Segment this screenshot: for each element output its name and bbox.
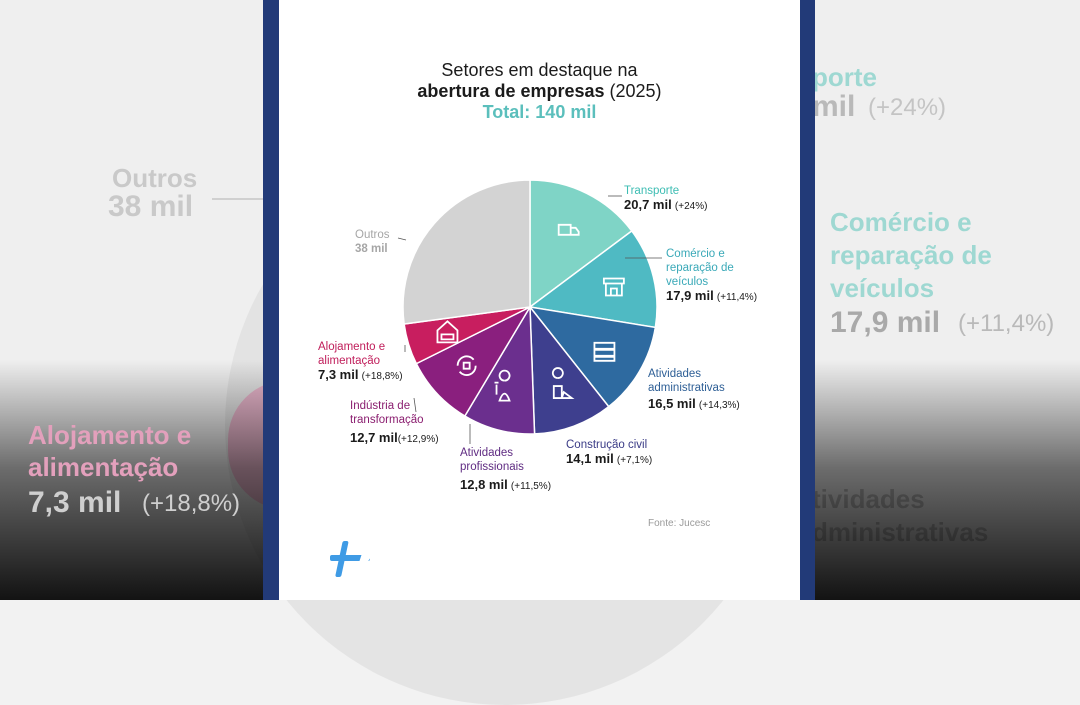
label-transporte-change: (+24%) (674, 201, 708, 212)
label-alojamento-change: (+18,8%) (361, 371, 403, 382)
leader-line-5 (397, 237, 407, 241)
label-profissionais-line1: Atividades (460, 447, 514, 459)
label-comercio-line1: Comércio e (666, 248, 725, 260)
label-alojamento-line1: Alojamento e (318, 341, 386, 353)
chart-total: Total: 140 mil (482, 102, 597, 122)
bg-alojamento-line1: Alojamento e (28, 420, 192, 450)
label-alojamento-value: 7,3 mil (318, 367, 359, 382)
label-profissionais: Atividades profissionais 12,8 mil (+11,5… (460, 446, 551, 494)
chart-title-bold: abertura de empresas (417, 81, 605, 101)
bg-comercio-value: 17,9 mil (830, 306, 941, 339)
label-construcao: Construção civil 14,1 mil (+7,1%) (566, 438, 652, 468)
chart-title-line1: Setores em destaque na (441, 60, 638, 80)
archive-icon (593, 341, 616, 362)
leader-line-3 (413, 397, 417, 413)
bg-transporte-value: mil (812, 90, 856, 123)
label-outros: Outros 38 mil (355, 228, 390, 256)
bg-transporte-name: porte (812, 62, 877, 92)
label-industria-line1: Indústria de (350, 400, 411, 412)
label-comercio: Comércio e reparação de veículos 17,9 mi… (666, 247, 757, 305)
chart-title-line2: abertura de empresas (2025) (279, 81, 800, 102)
bg-outros-value: 38 mil (108, 190, 194, 223)
chart-source: Fonte: Jucesc (648, 518, 711, 529)
label-industria-value: 12,7 mil (350, 430, 398, 445)
label-administrativas-line2: administrativas (648, 382, 725, 394)
bg-outros-name: Outros (112, 163, 198, 193)
label-profissionais-change: (+11,5%) (510, 481, 552, 492)
pie-chart (397, 179, 662, 444)
professional-icon (494, 369, 511, 402)
label-alojamento: Alojamento e alimentação 7,3 mil (+18,8%… (318, 340, 403, 384)
brand-name: Mais Notícias do Vale (477, 543, 732, 571)
label-comercio-line3: veículos (666, 276, 709, 288)
label-outros-value: 38 mil (355, 243, 388, 255)
label-comercio-value: 17,9 mil (666, 288, 714, 303)
bg-comercio-line1: Comércio e (830, 207, 972, 237)
label-outros-name: Outros (355, 229, 390, 241)
label-comercio-line2: reparação de (666, 262, 734, 274)
pie-slice-1 (528, 229, 658, 329)
label-construcao-name: Construção civil (566, 439, 648, 451)
bg-transporte-change: (+24%) (868, 94, 947, 121)
label-administrativas-line1: Atividades (648, 368, 702, 380)
label-profissionais-line2: profissionais (460, 461, 524, 473)
bg-comercio-change: (+11,4%) (958, 310, 1055, 337)
pie-slice-7 (402, 179, 531, 325)
bg-alojamento-change: (+18,8%) (142, 490, 241, 517)
label-construcao-value: 14,1 mil (566, 451, 614, 466)
pie-slice-3 (529, 304, 610, 435)
construction-worker-icon (551, 367, 575, 399)
bg-comercio-line2: reparação de (830, 240, 992, 270)
label-transporte-value: 20,7 mil (624, 197, 672, 212)
label-comercio-change: (+11,4%) (716, 292, 758, 303)
storefront-icon (602, 277, 625, 297)
bg-alojamento-value: 7,3 mil (28, 486, 122, 519)
truck-icon (557, 223, 580, 236)
pie-slice-2 (528, 305, 657, 408)
bg-outros-line (212, 198, 272, 200)
label-transporte: Transporte 20,7 mil (+24%) (624, 184, 707, 214)
label-transporte-name: Transporte (624, 185, 680, 197)
label-administrativas-change: (+14,3%) (698, 400, 740, 411)
label-administrativas: Atividades administrativas 16,5 mil (+14… (648, 367, 740, 413)
bg-alojamento-line2: alimentação (28, 452, 179, 482)
label-industria: Indústria de transformação 12,7 mil(+12,… (350, 399, 439, 447)
label-construcao-change: (+7,1%) (616, 455, 653, 466)
label-industria-change: (+12,9%) (397, 434, 439, 445)
label-alojamento-line2: alimentação (318, 355, 381, 367)
hotel-icon (436, 320, 459, 344)
pie-slice-0 (529, 179, 633, 309)
ndv-logo (330, 536, 457, 578)
chart-title-year: (2025) (604, 81, 662, 101)
recycle-icon (456, 355, 477, 376)
label-profissionais-value: 12,8 mil (460, 477, 508, 492)
bg-comercio-line3: veículos (830, 273, 935, 303)
label-industria-line2: transformação (350, 414, 424, 426)
label-administrativas-value: 16,5 mil (648, 396, 696, 411)
